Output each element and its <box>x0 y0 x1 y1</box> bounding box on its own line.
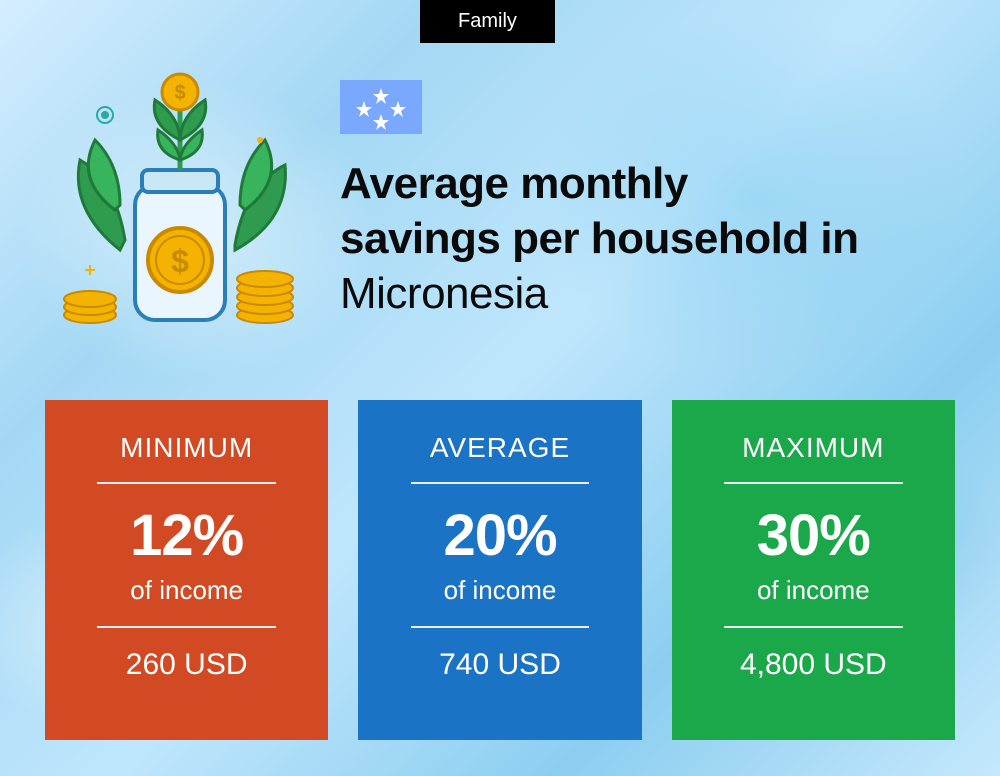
card-subtitle: of income <box>757 575 870 606</box>
coin-stack-right <box>237 271 293 323</box>
card-subtitle: of income <box>444 575 557 606</box>
micronesia-flag-icon <box>340 80 422 134</box>
card-label: AVERAGE <box>430 432 570 464</box>
card-percent: 30% <box>757 502 870 569</box>
category-tag: Family <box>420 0 555 43</box>
card-subtitle: of income <box>130 575 243 606</box>
card-percent: 12% <box>130 502 243 569</box>
divider <box>724 482 903 484</box>
svg-text:$: $ <box>171 243 189 279</box>
card-maximum: MAXIMUM 30% of income 4,800 USD <box>672 400 955 740</box>
savings-jar-illustration: $ $ <box>60 70 300 330</box>
card-label: MINIMUM <box>120 432 253 464</box>
divider <box>97 482 276 484</box>
divider <box>411 626 590 628</box>
card-amount: 4,800 USD <box>740 648 887 682</box>
card-amount: 260 USD <box>126 648 248 682</box>
svg-text:$: $ <box>174 82 185 104</box>
headline-text: Average monthly savings per household in… <box>340 156 960 321</box>
card-label: MAXIMUM <box>742 432 884 464</box>
card-average: AVERAGE 20% of income 740 USD <box>358 400 641 740</box>
divider <box>724 626 903 628</box>
headline-line2: savings per household in <box>340 214 859 263</box>
card-minimum: MINIMUM 12% of income 260 USD <box>45 400 328 740</box>
hero-section: $ $ <box>60 70 960 330</box>
coin-stack-left <box>64 291 116 323</box>
divider <box>97 626 276 628</box>
headline-line1: Average monthly <box>340 159 688 208</box>
divider <box>411 482 590 484</box>
card-percent: 20% <box>443 502 556 569</box>
card-amount: 740 USD <box>439 648 561 682</box>
headline-country: Micronesia <box>340 269 548 318</box>
stat-cards-row: MINIMUM 12% of income 260 USD AVERAGE 20… <box>45 400 955 740</box>
headline-block: Average monthly savings per household in… <box>340 70 960 321</box>
